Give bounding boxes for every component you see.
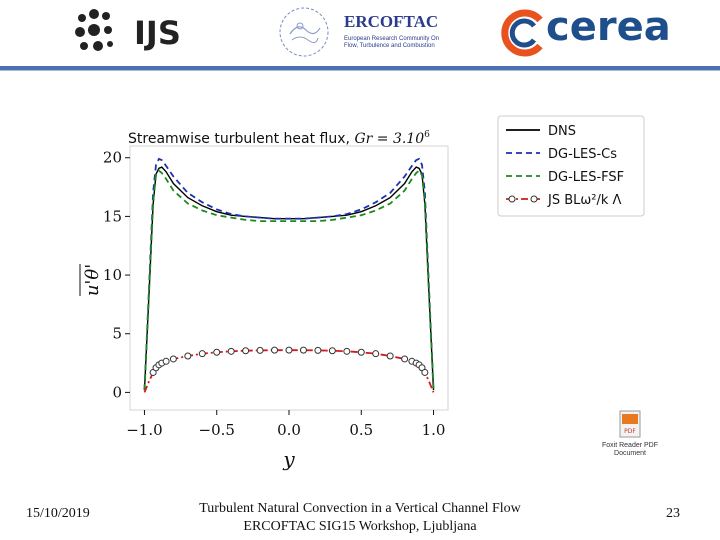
legend-marker [508, 195, 516, 203]
page-number: 23 [666, 506, 680, 521]
footer-date: 15/10/2019 [26, 506, 90, 521]
ercoftac-logo: ERCOFTAC European Research Community On … [270, 4, 450, 60]
y-axis-label: u'θ' [82, 264, 103, 296]
series-marker [328, 347, 336, 355]
y-tick-label: 5 [112, 325, 122, 343]
x-tick-label: 0.0 [277, 421, 301, 439]
series-line-1 [143, 157, 435, 391]
series-marker [314, 346, 322, 354]
series-marker [401, 355, 409, 363]
ijs-logo-text: IJS [134, 14, 181, 52]
legend-label-1: DG-LES-Cs [548, 147, 617, 162]
legend-label-3: JS BLω²/k Λ [547, 193, 622, 208]
legend: DNS DG-LES-Cs DG-LES-FSF JS BLω²/k Λ [497, 115, 645, 217]
pdf-attachment[interactable]: PDF Foxit Reader PDF Document [594, 410, 666, 466]
y-tick-label: 10 [103, 266, 122, 284]
series-marker [372, 350, 380, 358]
x-tick-label: −1.0 [126, 421, 162, 439]
footer-title: Turbulent Natural Convection in a Vertic… [140, 500, 580, 536]
footer-line2: ERCOFTAC SIG15 Workshop, Ljubljana [243, 519, 477, 534]
series-marker [162, 357, 170, 365]
pdf-label-line2: Document [614, 450, 646, 457]
pdf-badge: PDF [624, 428, 636, 435]
header-rule [0, 66, 720, 70]
legend-label-2: DG-LES-FSF [548, 170, 624, 185]
footer-line1: Turbulent Natural Convection in a Vertic… [199, 501, 521, 516]
series-marker [386, 352, 394, 360]
series-markers [149, 346, 429, 376]
plot-area [129, 145, 449, 411]
ercoftac-subtitle: European Research Community On Flow, Tur… [344, 36, 440, 49]
legend-marker [530, 195, 538, 203]
series-marker [184, 352, 192, 360]
ercoftac-emblem-icon [279, 7, 329, 57]
pdf-file-icon: PDF [619, 410, 641, 438]
series-marker [421, 368, 429, 376]
y-tick-label: 0 [112, 383, 122, 401]
x-tick-label: 1.0 [422, 421, 446, 439]
pdf-label-line1: Foxit Reader PDF [601, 442, 659, 449]
series-marker [271, 346, 279, 354]
cerea-logo-text: cerea [546, 4, 671, 50]
series-marker [169, 355, 177, 363]
y-tick-label: 20 [103, 149, 122, 167]
x-axis-label: y [282, 447, 295, 471]
series-marker [242, 347, 250, 355]
ijs-logo: IJS [74, 6, 204, 56]
series-line-2 [143, 169, 435, 391]
series-marker [213, 348, 221, 356]
ercoftac-title: ERCOFTAC [344, 12, 439, 31]
series-marker [198, 350, 206, 358]
slide-header: IJS ERCOFTAC European Research Community… [0, 0, 720, 71]
axis-ticks: −1.0 −0.5 0.0 0.5 1.0 0 5 10 15 20 [103, 149, 446, 439]
cerea-logo: cerea [496, 4, 686, 60]
legend-box [497, 115, 645, 217]
chart-title: Streamwise turbulent heat flux, Gr = 3.1… [128, 130, 430, 147]
y-tick-label: 15 [103, 207, 122, 225]
x-tick-label: 0.5 [349, 421, 373, 439]
series-marker [357, 348, 365, 356]
x-tick-label: −0.5 [199, 421, 235, 439]
series-marker [227, 347, 235, 355]
legend-label-0: DNS [548, 124, 576, 139]
cerea-swirl-icon [501, 9, 543, 57]
series-marker [299, 346, 307, 354]
series-marker [285, 346, 293, 354]
ijs-dots-icon [75, 9, 113, 51]
header-rule-light [0, 70, 720, 71]
series-marker [343, 347, 351, 355]
series-marker [256, 346, 264, 354]
